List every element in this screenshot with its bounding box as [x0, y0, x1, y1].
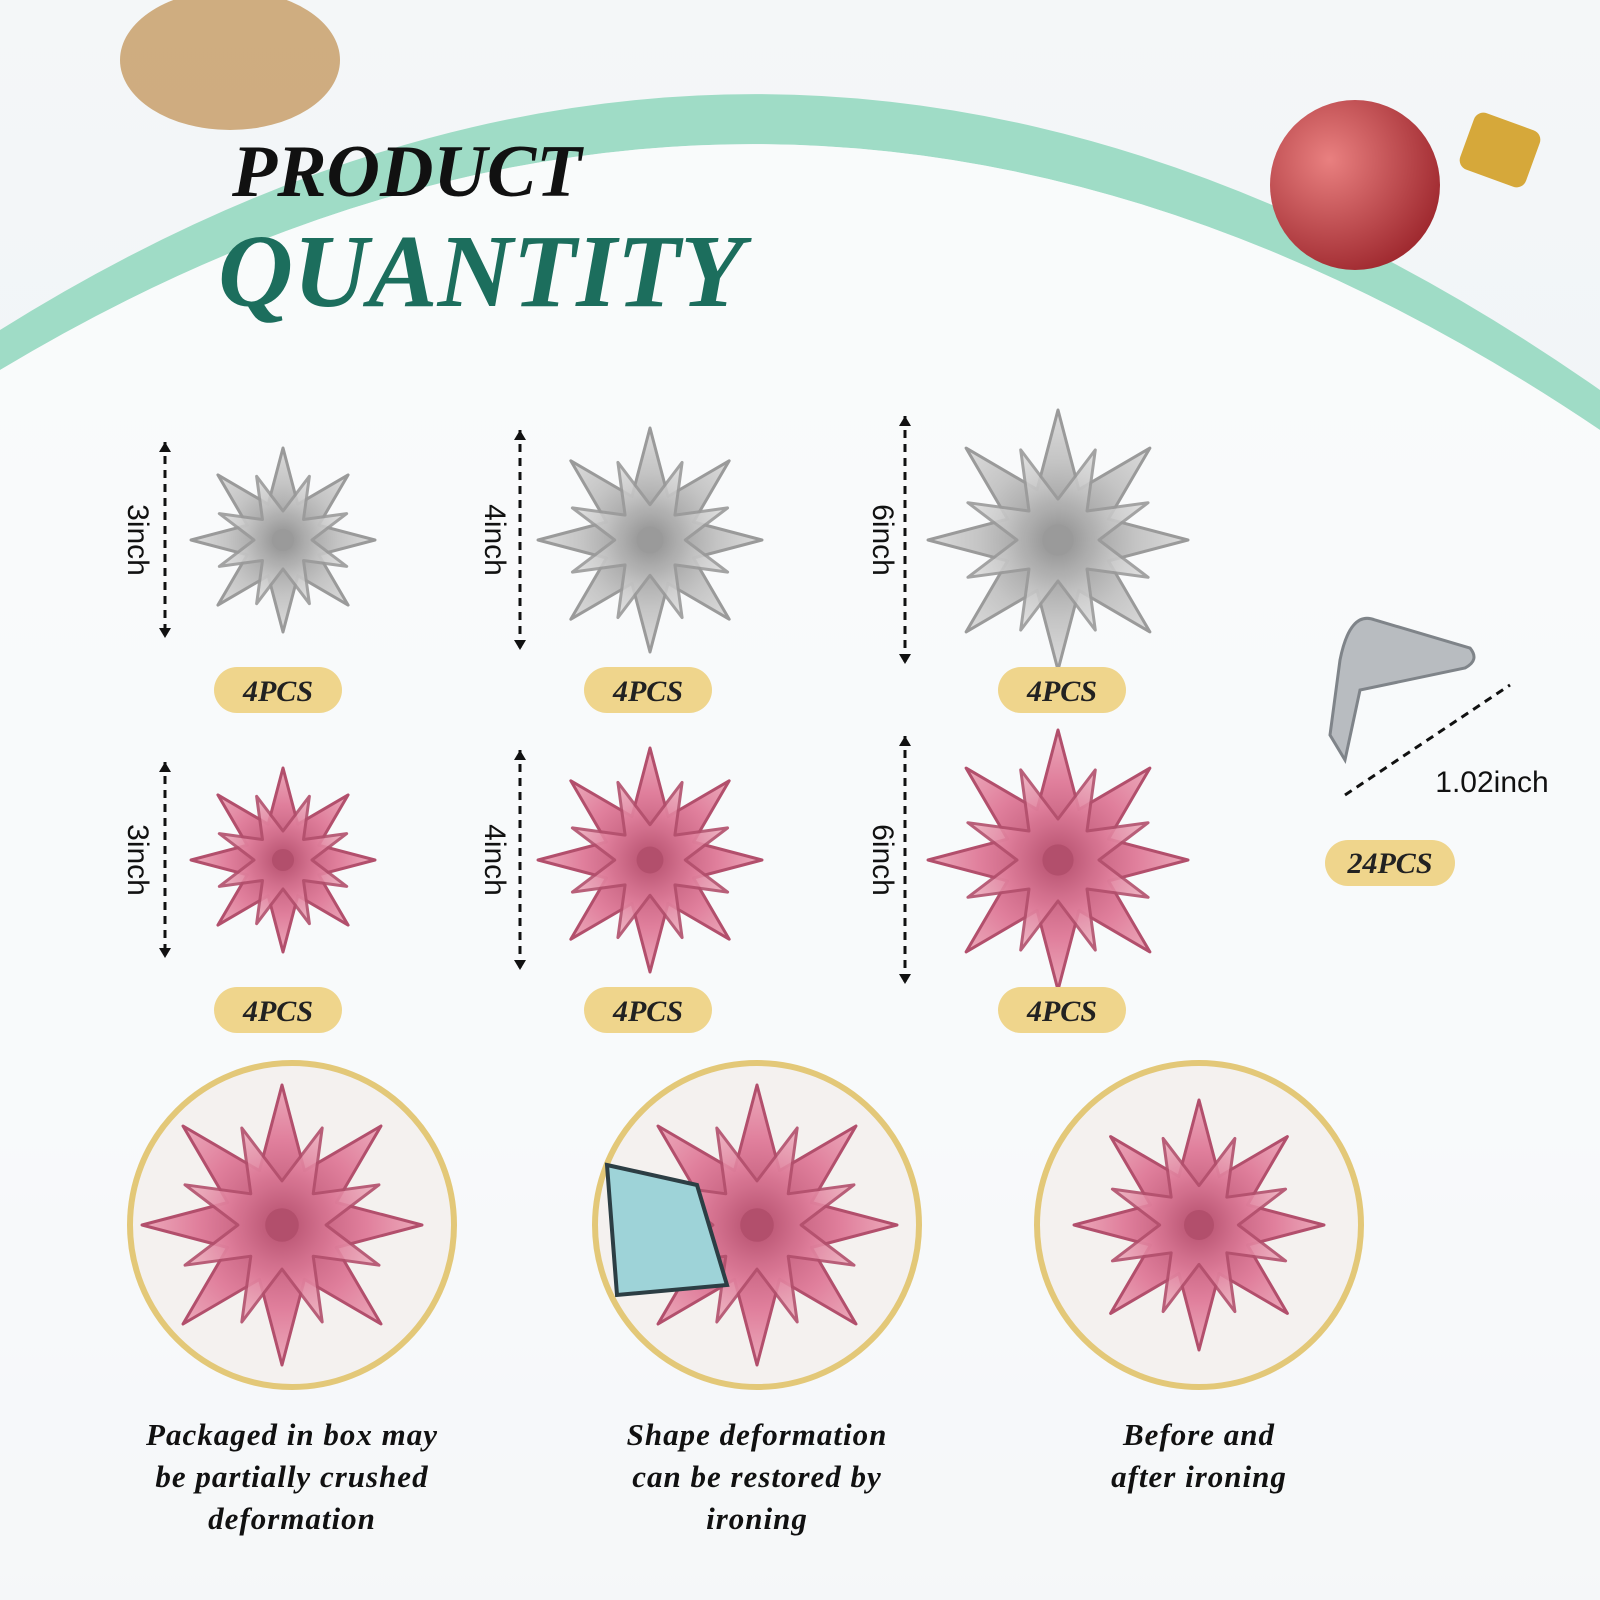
mint-arc: [0, 94, 1600, 430]
quantity-label: 4PCS: [612, 675, 683, 708]
flower: [189, 766, 377, 954]
arrow-head: [159, 948, 171, 958]
flower-center: [271, 528, 295, 552]
note-line: Packaged in box may: [145, 1417, 438, 1452]
pill: [214, 987, 342, 1033]
arrow-head: [159, 442, 171, 452]
pill: [584, 987, 712, 1033]
pill: [998, 987, 1126, 1033]
clip-quantity: 24PCS: [1346, 847, 1432, 880]
flower-center: [271, 848, 295, 872]
flower: [140, 1083, 424, 1367]
flower-center: [636, 846, 664, 874]
flower: [1072, 1098, 1326, 1352]
arrow-head: [514, 430, 526, 440]
quantity-label: 4PCS: [1026, 995, 1097, 1028]
size-label: 3inch: [121, 504, 154, 576]
title-line1: PRODUCT: [231, 131, 584, 213]
arrow-head: [159, 628, 171, 638]
arrow-head: [899, 974, 911, 984]
clip-body: [1328, 617, 1476, 765]
size-label: 4inch: [478, 504, 511, 576]
flower-center: [636, 526, 664, 554]
pill: [998, 667, 1126, 713]
ornament: [1270, 100, 1440, 270]
quantity-label: 4PCS: [242, 995, 313, 1028]
iron: [604, 1162, 730, 1298]
quantity-label: 4PCS: [612, 995, 683, 1028]
clip-dimension: [1344, 683, 1511, 797]
flower: [615, 1083, 899, 1367]
pill: [584, 667, 712, 713]
flower-center: [1042, 844, 1074, 876]
flower-center: [1042, 524, 1074, 556]
arrow-head: [159, 762, 171, 772]
arrow-head: [899, 654, 911, 664]
pill: [214, 667, 342, 713]
flower: [926, 728, 1190, 992]
flower-center: [1184, 1210, 1214, 1240]
flower: [926, 408, 1190, 672]
note-line: be partially crushed: [155, 1459, 428, 1494]
size-label: 4inch: [478, 824, 511, 896]
note-line: ironing: [706, 1501, 808, 1536]
flower: [536, 746, 764, 974]
arrow-head: [514, 960, 526, 970]
arrow-head: [899, 416, 911, 426]
pill: [1325, 840, 1455, 886]
size-label: 6inch: [866, 824, 899, 896]
quantity-label: 4PCS: [1026, 675, 1097, 708]
arrow-head: [899, 736, 911, 746]
note-line: Shape deformation: [627, 1417, 888, 1452]
arrow-head: [514, 640, 526, 650]
size-label: 6inch: [866, 504, 899, 576]
flower: [189, 446, 377, 634]
arrow-head: [514, 750, 526, 760]
note-line: after ironing: [1111, 1459, 1287, 1494]
clip-size: 1.02inch: [1435, 766, 1548, 799]
flower-center: [265, 1208, 299, 1242]
clip: [1328, 617, 1511, 797]
quantity-label: 4PCS: [242, 675, 313, 708]
flower: [536, 426, 764, 654]
flower-center: [740, 1208, 774, 1242]
note-line: Before and: [1122, 1417, 1275, 1452]
ornament-cap: [1459, 112, 1541, 188]
note-line: can be restored by: [632, 1459, 882, 1494]
pine-cone: [120, 0, 340, 130]
size-label: 3inch: [121, 824, 154, 896]
note-line: deformation: [208, 1501, 376, 1536]
title-line2: QUANTITY: [218, 214, 752, 329]
